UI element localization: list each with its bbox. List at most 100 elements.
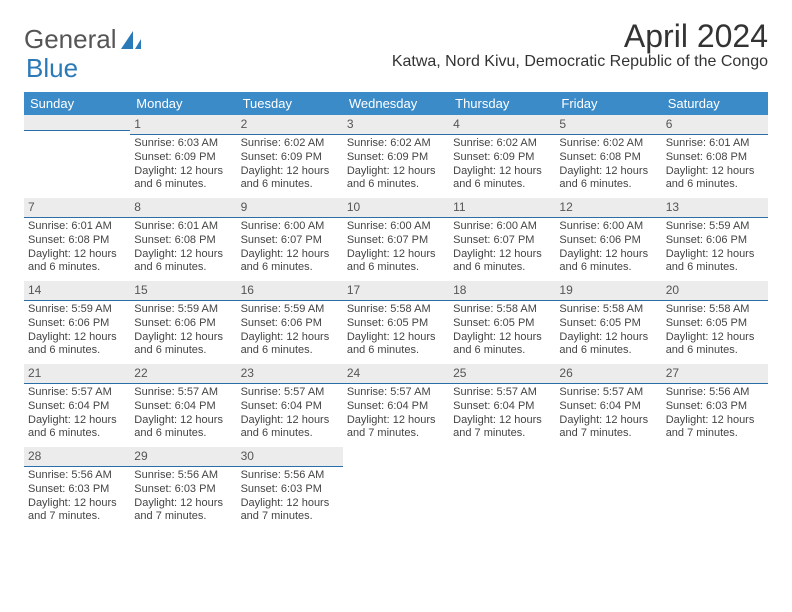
calendar-day-cell: 25Sunrise: 5:57 AMSunset: 6:04 PMDayligh… xyxy=(449,364,555,447)
sunrise-line: Sunrise: 5:57 AM xyxy=(28,386,126,400)
col-friday: Friday xyxy=(555,92,661,115)
sunrise-line: Sunrise: 5:59 AM xyxy=(28,303,126,317)
sunset-line: Sunset: 6:04 PM xyxy=(28,400,126,414)
sunset-line: Sunset: 6:04 PM xyxy=(559,400,657,414)
calendar-day-cell: 21Sunrise: 5:57 AMSunset: 6:04 PMDayligh… xyxy=(24,364,130,447)
sunset-line: Sunset: 6:04 PM xyxy=(134,400,232,414)
daylight-line: Daylight: 12 hours and 7 minutes. xyxy=(559,414,657,442)
sunrise-line: Sunrise: 5:56 AM xyxy=(241,469,339,483)
day-details: Sunrise: 5:59 AMSunset: 6:06 PMDaylight:… xyxy=(662,218,768,281)
calendar-day-cell xyxy=(343,447,449,530)
day-details: Sunrise: 5:57 AMSunset: 6:04 PMDaylight:… xyxy=(555,384,661,447)
brand-logo: General xyxy=(24,18,143,55)
daylight-line: Daylight: 12 hours and 6 minutes. xyxy=(453,248,551,276)
daylight-line: Daylight: 12 hours and 7 minutes. xyxy=(347,414,445,442)
day-number: 29 xyxy=(130,447,236,467)
day-number: 4 xyxy=(449,115,555,135)
calendar-week-row: 7Sunrise: 6:01 AMSunset: 6:08 PMDaylight… xyxy=(24,198,768,281)
day-number: 20 xyxy=(662,281,768,301)
logo-sail-icon xyxy=(119,29,143,51)
day-number: 6 xyxy=(662,115,768,135)
calendar-day-cell: 1Sunrise: 6:03 AMSunset: 6:09 PMDaylight… xyxy=(130,115,236,198)
sunrise-line: Sunrise: 5:59 AM xyxy=(241,303,339,317)
day-details: Sunrise: 5:56 AMSunset: 6:03 PMDaylight:… xyxy=(130,467,236,530)
calendar-day-cell: 20Sunrise: 5:58 AMSunset: 6:05 PMDayligh… xyxy=(662,281,768,364)
sunrise-line: Sunrise: 6:01 AM xyxy=(134,220,232,234)
day-details: Sunrise: 6:02 AMSunset: 6:09 PMDaylight:… xyxy=(343,135,449,198)
day-number: 27 xyxy=(662,364,768,384)
sunrise-line: Sunrise: 5:58 AM xyxy=(666,303,764,317)
sunset-line: Sunset: 6:08 PM xyxy=(559,151,657,165)
sunset-line: Sunset: 6:09 PM xyxy=(134,151,232,165)
sunrise-line: Sunrise: 6:00 AM xyxy=(453,220,551,234)
calendar-day-cell: 12Sunrise: 6:00 AMSunset: 6:06 PMDayligh… xyxy=(555,198,661,281)
calendar-day-cell: 28Sunrise: 5:56 AMSunset: 6:03 PMDayligh… xyxy=(24,447,130,530)
day-details: Sunrise: 5:57 AMSunset: 6:04 PMDaylight:… xyxy=(130,384,236,447)
sunset-line: Sunset: 6:03 PM xyxy=(241,483,339,497)
calendar-week-row: 1Sunrise: 6:03 AMSunset: 6:09 PMDaylight… xyxy=(24,115,768,198)
day-details: Sunrise: 6:01 AMSunset: 6:08 PMDaylight:… xyxy=(130,218,236,281)
day-details: Sunrise: 5:59 AMSunset: 6:06 PMDaylight:… xyxy=(130,301,236,364)
calendar-day-cell: 19Sunrise: 5:58 AMSunset: 6:05 PMDayligh… xyxy=(555,281,661,364)
sunset-line: Sunset: 6:07 PM xyxy=(453,234,551,248)
sunset-line: Sunset: 6:06 PM xyxy=(559,234,657,248)
sunset-line: Sunset: 6:04 PM xyxy=(453,400,551,414)
col-wednesday: Wednesday xyxy=(343,92,449,115)
calendar-day-cell xyxy=(24,115,130,198)
daylight-line: Daylight: 12 hours and 6 minutes. xyxy=(134,165,232,193)
day-details: Sunrise: 6:02 AMSunset: 6:09 PMDaylight:… xyxy=(449,135,555,198)
daylight-line: Daylight: 12 hours and 6 minutes. xyxy=(666,165,764,193)
calendar-day-cell: 22Sunrise: 5:57 AMSunset: 6:04 PMDayligh… xyxy=(130,364,236,447)
day-number: 19 xyxy=(555,281,661,301)
day-details: Sunrise: 5:56 AMSunset: 6:03 PMDaylight:… xyxy=(24,467,130,530)
calendar-header-row: Sunday Monday Tuesday Wednesday Thursday… xyxy=(24,92,768,115)
calendar-day-cell: 24Sunrise: 5:57 AMSunset: 6:04 PMDayligh… xyxy=(343,364,449,447)
calendar-day-cell: 2Sunrise: 6:02 AMSunset: 6:09 PMDaylight… xyxy=(237,115,343,198)
day-details: Sunrise: 6:00 AMSunset: 6:07 PMDaylight:… xyxy=(449,218,555,281)
daylight-line: Daylight: 12 hours and 6 minutes. xyxy=(559,331,657,359)
day-details: Sunrise: 5:56 AMSunset: 6:03 PMDaylight:… xyxy=(662,384,768,447)
calendar-day-cell: 7Sunrise: 6:01 AMSunset: 6:08 PMDaylight… xyxy=(24,198,130,281)
calendar-day-cell: 11Sunrise: 6:00 AMSunset: 6:07 PMDayligh… xyxy=(449,198,555,281)
sunset-line: Sunset: 6:08 PM xyxy=(28,234,126,248)
daylight-line: Daylight: 12 hours and 6 minutes. xyxy=(347,248,445,276)
sunset-line: Sunset: 6:03 PM xyxy=(666,400,764,414)
sunset-line: Sunset: 6:04 PM xyxy=(347,400,445,414)
day-details: Sunrise: 5:58 AMSunset: 6:05 PMDaylight:… xyxy=(662,301,768,364)
col-tuesday: Tuesday xyxy=(237,92,343,115)
sunset-line: Sunset: 6:04 PM xyxy=(241,400,339,414)
sunrise-line: Sunrise: 5:59 AM xyxy=(666,220,764,234)
sunset-line: Sunset: 6:05 PM xyxy=(347,317,445,331)
sunrise-line: Sunrise: 5:59 AM xyxy=(134,303,232,317)
day-number: 11 xyxy=(449,198,555,218)
sunrise-line: Sunrise: 6:02 AM xyxy=(241,137,339,151)
day-number: 25 xyxy=(449,364,555,384)
sunrise-line: Sunrise: 6:00 AM xyxy=(347,220,445,234)
day-details: Sunrise: 5:57 AMSunset: 6:04 PMDaylight:… xyxy=(449,384,555,447)
day-number: 15 xyxy=(130,281,236,301)
month-title: April 2024 xyxy=(392,18,768,55)
calendar-day-cell: 8Sunrise: 6:01 AMSunset: 6:08 PMDaylight… xyxy=(130,198,236,281)
sunset-line: Sunset: 6:05 PM xyxy=(666,317,764,331)
sunrise-line: Sunrise: 6:01 AM xyxy=(666,137,764,151)
calendar-day-cell: 13Sunrise: 5:59 AMSunset: 6:06 PMDayligh… xyxy=(662,198,768,281)
col-sunday: Sunday xyxy=(24,92,130,115)
daylight-line: Daylight: 12 hours and 6 minutes. xyxy=(28,331,126,359)
daylight-line: Daylight: 12 hours and 7 minutes. xyxy=(28,497,126,525)
calendar-day-cell: 29Sunrise: 5:56 AMSunset: 6:03 PMDayligh… xyxy=(130,447,236,530)
day-details: Sunrise: 6:02 AMSunset: 6:09 PMDaylight:… xyxy=(237,135,343,198)
daylight-line: Daylight: 12 hours and 6 minutes. xyxy=(134,331,232,359)
calendar-day-cell: 16Sunrise: 5:59 AMSunset: 6:06 PMDayligh… xyxy=(237,281,343,364)
calendar-day-cell xyxy=(449,447,555,530)
sunrise-line: Sunrise: 6:01 AM xyxy=(28,220,126,234)
calendar-day-cell: 14Sunrise: 5:59 AMSunset: 6:06 PMDayligh… xyxy=(24,281,130,364)
sunrise-line: Sunrise: 5:58 AM xyxy=(453,303,551,317)
day-details: Sunrise: 5:57 AMSunset: 6:04 PMDaylight:… xyxy=(24,384,130,447)
sunrise-line: Sunrise: 5:58 AM xyxy=(347,303,445,317)
col-saturday: Saturday xyxy=(662,92,768,115)
day-details: Sunrise: 5:59 AMSunset: 6:06 PMDaylight:… xyxy=(24,301,130,364)
location-subtitle: Katwa, Nord Kivu, Democratic Republic of… xyxy=(392,53,768,71)
day-number: 10 xyxy=(343,198,449,218)
sunset-line: Sunset: 6:09 PM xyxy=(241,151,339,165)
calendar-day-cell: 9Sunrise: 6:00 AMSunset: 6:07 PMDaylight… xyxy=(237,198,343,281)
